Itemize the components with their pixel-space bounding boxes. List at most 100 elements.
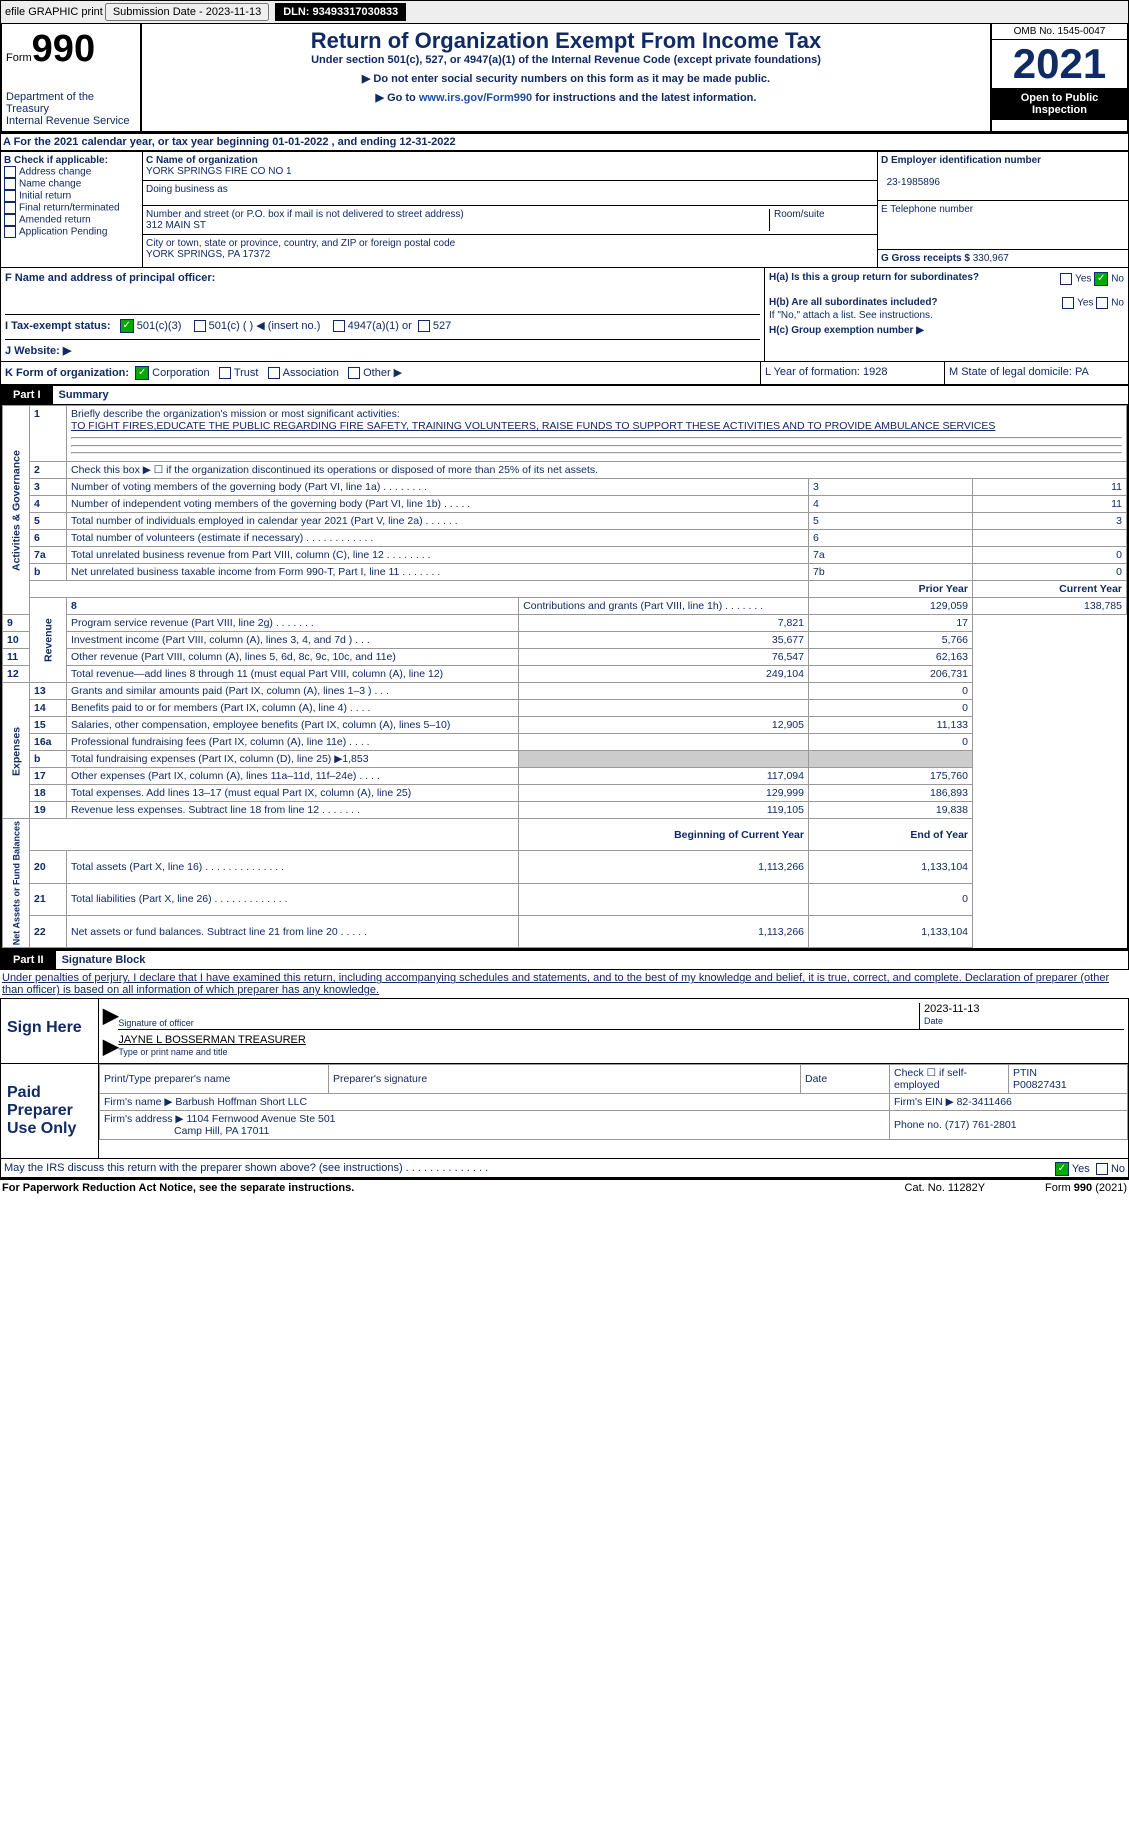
- e18c: 186,893: [809, 785, 973, 802]
- k-assoc[interactable]: [268, 367, 280, 379]
- part2-header: Part II Signature Block: [0, 950, 1129, 970]
- e17c: 175,760: [809, 768, 973, 785]
- form990-link[interactable]: www.irs.gov/Form990: [419, 92, 532, 104]
- submission-date-button[interactable]: Submission Date - 2023-11-13: [105, 3, 269, 21]
- r5t: Total number of individuals employed in …: [67, 513, 809, 530]
- pp-c2: Preparer's signature: [329, 1065, 801, 1094]
- rev11n: 11: [7, 651, 18, 663]
- na20c: 1,133,104: [809, 851, 973, 883]
- part1-body: Activities & Governance 1 Briefly descri…: [0, 405, 1129, 950]
- firm-name-lbl: Firm's name ▶: [104, 1096, 172, 1108]
- hb-note: If "No," attach a list. See instructions…: [769, 310, 1124, 321]
- discuss-no[interactable]: [1096, 1163, 1108, 1175]
- header-bar: efile GRAPHIC print Submission Date - 20…: [0, 0, 1129, 24]
- dln-label: DLN: 93493317030833: [275, 3, 406, 21]
- firm-addr1: 1104 Fernwood Avenue Ste 501: [186, 1113, 335, 1125]
- pp-c1: Print/Type preparer's name: [100, 1065, 329, 1094]
- chk-527[interactable]: [418, 320, 430, 332]
- yes-lbl2: Yes: [1077, 298, 1093, 309]
- i-a: 501(c)(3): [137, 320, 182, 332]
- line-a: A For the 2021 calendar year, or tax yea…: [0, 133, 1129, 151]
- r4n: 4: [34, 498, 40, 510]
- e17p: 117,094: [519, 768, 809, 785]
- rev10p: 35,677: [519, 632, 809, 649]
- r7av: 0: [973, 547, 1127, 564]
- r4t: Number of independent voting members of …: [67, 496, 809, 513]
- e16bn: b: [34, 753, 40, 765]
- ein-value: 23-1985896: [887, 177, 940, 188]
- r4v: 11: [973, 496, 1127, 513]
- discuss-yes[interactable]: ✓: [1055, 1162, 1069, 1176]
- pp-c3: Date: [801, 1065, 890, 1094]
- hb-no[interactable]: [1096, 297, 1108, 309]
- e17t: Other expenses (Part IX, column (A), lin…: [67, 768, 519, 785]
- r6n: 6: [34, 532, 40, 544]
- e19n: 19: [34, 804, 46, 816]
- form-number: 990: [32, 28, 95, 70]
- ptin-lbl: PTIN: [1013, 1067, 1037, 1079]
- b-opt-5: Application Pending: [19, 227, 107, 238]
- footer: For Paperwork Reduction Act Notice, see …: [0, 1178, 1129, 1196]
- na22p: 1,113,266: [519, 916, 809, 948]
- e15t: Salaries, other compensation, employee b…: [67, 717, 519, 734]
- go-to-prefix: ▶ Go to: [376, 92, 419, 104]
- rev10t: Investment income (Part VIII, column (A)…: [67, 632, 519, 649]
- no-lbl: No: [1111, 274, 1124, 285]
- rev9t: Program service revenue (Part VIII, line…: [67, 615, 519, 632]
- f-lbl: F Name and address of principal officer:: [5, 272, 215, 284]
- pra-notice: For Paperwork Reduction Act Notice, see …: [2, 1182, 354, 1194]
- r7at: Total unrelated business revenue from Pa…: [67, 547, 809, 564]
- e17n: 17: [34, 770, 46, 782]
- arrow-icon-2: ▶: [103, 1034, 118, 1059]
- e15n: 15: [34, 719, 46, 731]
- side-expenses: Expenses: [3, 683, 30, 819]
- b-final[interactable]: Final return/terminated: [4, 202, 139, 214]
- i-c: 4947(a)(1) or: [348, 320, 412, 332]
- chk-4947[interactable]: [333, 320, 345, 332]
- sign-block: Sign Here ▶ Signature of officer 2023-11…: [0, 998, 1129, 1064]
- ein-lbl2: Firm's EIN ▶: [894, 1096, 954, 1108]
- e14n: 14: [34, 702, 46, 714]
- k-row: K Form of organization: ✓Corporation Tru…: [0, 362, 1129, 385]
- k-trust[interactable]: [219, 367, 231, 379]
- firm-name: Barbush Hoffman Short LLC: [175, 1096, 307, 1108]
- e16at: Professional fundraising fees (Part IX, …: [67, 734, 519, 751]
- rev11t: Other revenue (Part VIII, column (A), li…: [67, 649, 519, 666]
- k-lbl: K Form of organization:: [5, 367, 129, 379]
- c-name-lbl: C Name of organization: [146, 155, 258, 166]
- i-d: 527: [433, 320, 451, 332]
- b-init[interactable]: Initial return: [4, 190, 139, 202]
- b-name[interactable]: Name change: [4, 178, 139, 190]
- tax-year: 2021: [992, 40, 1127, 88]
- r5v: 3: [973, 513, 1127, 530]
- b-pend[interactable]: Application Pending: [4, 226, 139, 238]
- i-lbl: I Tax-exempt status:: [5, 320, 111, 332]
- open-to-public: Open to Public Inspection: [992, 88, 1127, 120]
- b-addr[interactable]: Address change: [4, 166, 139, 178]
- b-amend[interactable]: Amended return: [4, 214, 139, 226]
- subtitle-1: Under section 501(c), 527, or 4947(a)(1)…: [146, 54, 986, 66]
- q2: Check this box ▶ ☐ if the organization d…: [67, 462, 1127, 479]
- entity-grid: B Check if applicable: Address change Na…: [0, 151, 1129, 268]
- hb-yes[interactable]: [1062, 297, 1074, 309]
- k-d: Other ▶: [363, 367, 402, 379]
- chk-501c[interactable]: [194, 320, 206, 332]
- k-corp[interactable]: ✓: [135, 366, 149, 380]
- e19c: 19,838: [809, 802, 973, 819]
- arrow-icon: ▶: [103, 1003, 118, 1030]
- r7bb: 7b: [809, 564, 973, 581]
- e19p: 119,105: [519, 802, 809, 819]
- b-opt-4: Amended return: [19, 215, 91, 226]
- rev12n: 12: [7, 668, 19, 680]
- chk-501c3[interactable]: ✓: [120, 319, 134, 333]
- part2-tab: Part II: [1, 951, 56, 969]
- e13p: [519, 683, 809, 700]
- k-other[interactable]: [348, 367, 360, 379]
- ha-yes[interactable]: [1060, 273, 1072, 285]
- na21t: Total liabilities (Part X, line 26) . . …: [67, 883, 519, 915]
- omb-number: OMB No. 1545-0047: [992, 24, 1127, 40]
- na22n: 22: [34, 926, 46, 938]
- type-name-lbl: Type or print name and title: [118, 1047, 227, 1057]
- ha-no[interactable]: ✓: [1094, 272, 1108, 286]
- e16an: 16a: [34, 736, 52, 748]
